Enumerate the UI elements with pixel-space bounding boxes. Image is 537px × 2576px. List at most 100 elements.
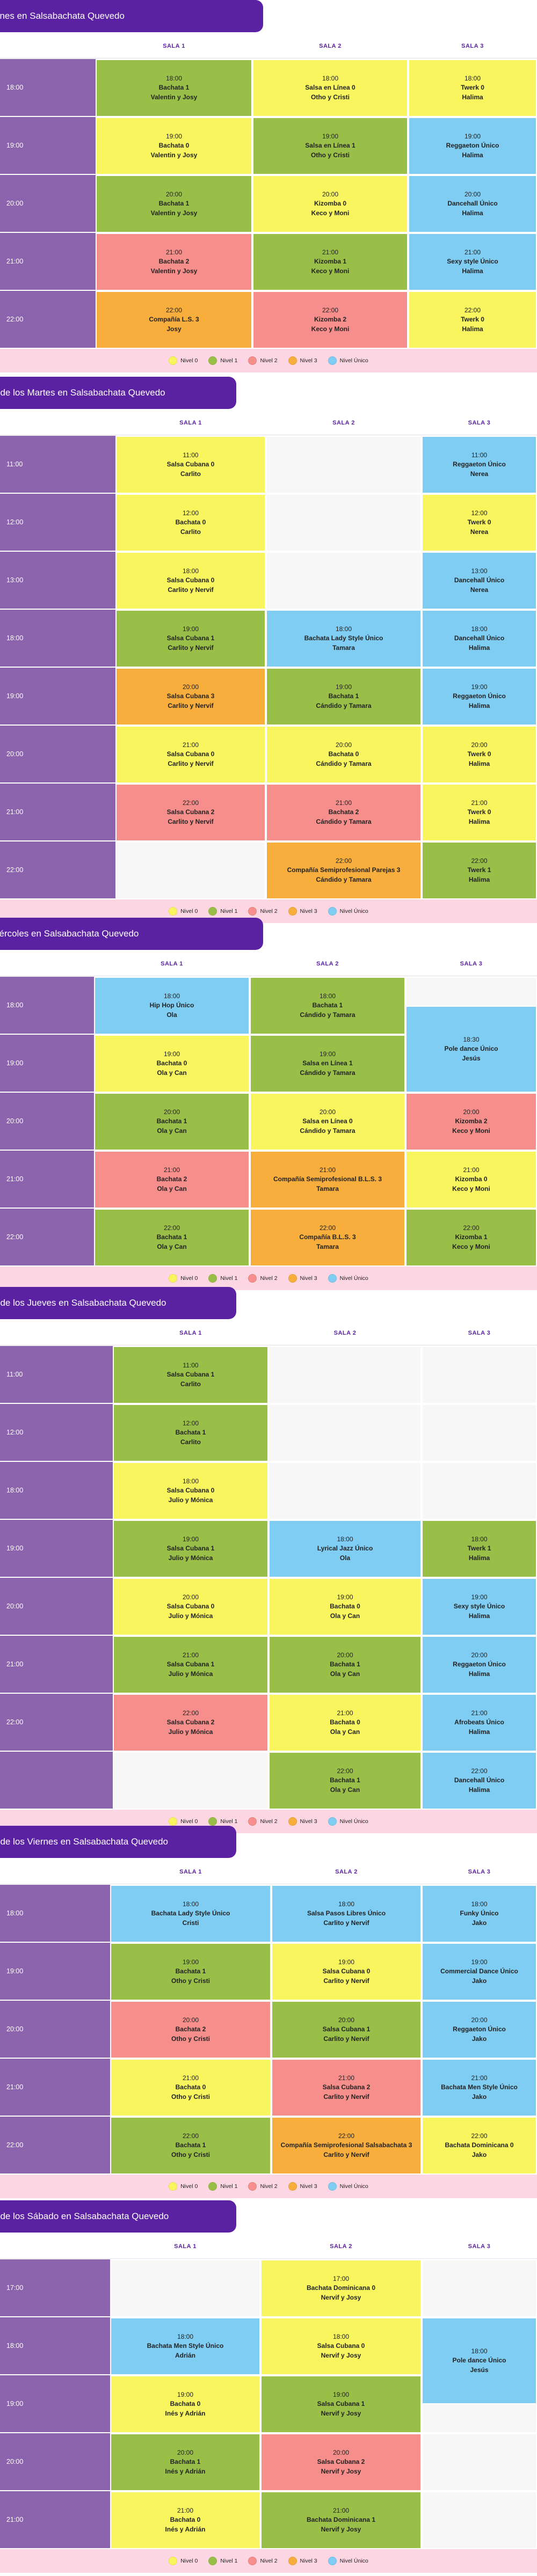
- class-cell[interactable]: 19:00 Salsa en Línea 1 Otho y Cristi: [252, 117, 408, 175]
- class-cell[interactable]: 21:00 Salsa Cubana 1 Julio y Mónica: [113, 1636, 268, 1694]
- class-cell[interactable]: 21:00 Bachata Dominicana 1 Nervif y Josy: [260, 2491, 422, 2549]
- class-time: 21:00: [337, 1709, 353, 1717]
- class-cell[interactable]: 21:00 Kizomba 1 Keco y Moni: [252, 233, 408, 291]
- class-cell[interactable]: 12:00 Bachata 0 Carlito: [115, 494, 266, 552]
- class-cell[interactable]: 21:00 Bachata 0 Otho y Cristi: [110, 2059, 271, 2117]
- class-cell[interactable]: 20:00 Dancehall Único Halima: [408, 175, 537, 233]
- class-cell[interactable]: 18:00 Bachata Lady Style Único Cristi: [110, 1885, 271, 1943]
- class-cell[interactable]: 18:00 Hip Hop Único Ola: [94, 977, 250, 1035]
- class-cell[interactable]: 22:00 Salsa Cubana 2 Julio y Mónica: [113, 1694, 268, 1752]
- class-cell[interactable]: 21:00 Salsa Cubana 0 Carlito y Nervif: [115, 726, 266, 784]
- class-cell[interactable]: 21:00 Salsa Cubana 2 Carlito y Nervif: [271, 2059, 422, 2117]
- class-cell[interactable]: 18:00 Twerk 1 Halima: [422, 1520, 537, 1578]
- class-cell[interactable]: 22:00 Bachata Dominicana 0 Jako: [422, 2117, 537, 2175]
- class-cell[interactable]: 22:00 Bachata 1 Otho y Cristi: [110, 2117, 271, 2175]
- class-cell[interactable]: 12:00 Bachata 1 Carlito: [113, 1404, 268, 1462]
- time-slot: 18:00: [0, 610, 115, 668]
- class-cell[interactable]: 19:00 Sexy style Único Halima: [422, 1578, 537, 1636]
- class-cell[interactable]: 18:00 Salsa Pasos Libres Único Carlito y N…: [271, 1885, 422, 1943]
- class-cell[interactable]: 22:00 Kizomba 1 Keco y Moni: [405, 1209, 537, 1267]
- class-cell[interactable]: 22:00 Kizomba 2 Keco y Moni: [252, 291, 408, 349]
- class-cell[interactable]: 20:00 Bachata 1 Ola y Can: [268, 1636, 422, 1694]
- class-cell[interactable]: 18:00 Salsa en Línea 0 Otho y Cristi: [252, 59, 408, 117]
- class-cell[interactable]: 20:00 Reggaeton Único Halima: [422, 1636, 537, 1694]
- class-cell[interactable]: 19:00 Salsa en Línea 1 Cándido y Tamara: [250, 1035, 405, 1093]
- class-cell[interactable]: 12:00 Twerk 0 Nerea: [422, 494, 537, 552]
- class-cell[interactable]: 18:00 Dancehall Único Halima: [422, 610, 537, 668]
- class-cell[interactable]: 22:00 Dancehall Único Halima: [422, 1752, 537, 1810]
- class-cell[interactable]: 19:00 Salsa Cubana 1 Carlito y Nervif: [115, 610, 266, 668]
- class-cell[interactable]: 18:00 Pole dance Único Jesús: [422, 2317, 537, 2404]
- class-cell[interactable]: 20:00 Salsa Cubana 2 Nervif y Josy: [260, 2433, 422, 2491]
- class-cell[interactable]: 22:00 Compañía Semiprofesional Salsabacha…: [271, 2117, 422, 2175]
- class-cell[interactable]: 20:00 Bachata 0 Cándido y Tamara: [266, 726, 422, 784]
- class-cell[interactable]: 19:00 Salsa Cubana 0 Carlito y Nervif: [271, 1943, 422, 2001]
- class-cell[interactable]: 19:00 Commercial Dance Único Jako: [422, 1943, 537, 2001]
- class-cell[interactable]: 18:00 Twerk 0 Halima: [408, 59, 537, 117]
- class-cell[interactable]: 11:00 Salsa Cubana 1 Carlito: [113, 1346, 268, 1404]
- class-cell[interactable]: 21:00 Compañía Semiprofesional B.L.S. 3 Ta…: [250, 1151, 405, 1209]
- class-time: 21:00: [464, 248, 481, 256]
- class-cell[interactable]: 19:00 Bachata 1 Otho y Cristi: [110, 1943, 271, 2001]
- class-cell[interactable]: 20:00 Bachata 1 Ola y Can: [94, 1093, 250, 1151]
- class-cell[interactable]: 21:00 Bachata 0 Ola y Can: [268, 1694, 422, 1752]
- class-cell[interactable]: 19:00 Bachata 0 Ola y Can: [94, 1035, 250, 1093]
- class-cell[interactable]: 19:00 Bachata 0 Valentin y Josy: [96, 117, 252, 175]
- class-time: 18:00: [332, 2332, 350, 2340]
- class-cell[interactable]: 18:00 Bachata 1 Valentin y Josy: [96, 59, 252, 117]
- class-cell[interactable]: 19:00 Reggaeton Único Halima: [422, 668, 537, 726]
- class-cell[interactable]: 20:00 Salsa Cubana 3 Carlito y Nervif: [115, 668, 266, 726]
- class-cell[interactable]: 18:00 Salsa Cubana 0 Julio y Mónica: [113, 1462, 268, 1520]
- class-cell[interactable]: 19:00 Bachata 0 Inés y Adrián: [110, 2375, 260, 2433]
- class-cell[interactable]: 20:00 Salsa en Línea 0 Cándido y Tamara: [250, 1093, 405, 1151]
- class-cell[interactable]: 22:00 Twerk 1 Halima: [422, 841, 537, 899]
- class-cell[interactable]: 11:00 Reggaeton Único Nerea: [422, 436, 537, 494]
- time-slot: 20:00: [0, 2001, 110, 2059]
- class-cell[interactable]: 18:00 Salsa Cubana 0 Nervif y Josy: [260, 2317, 422, 2375]
- class-cell[interactable]: 20:00 Twerk 0 Halima: [422, 726, 537, 784]
- legend-item: Nivel 3: [288, 1274, 317, 1283]
- class-cell[interactable]: 19:00 Salsa Cubana 1 Nervif y Josy: [260, 2375, 422, 2433]
- class-cell[interactable]: 21:00 Kizomba 0 Keco y Moni: [405, 1151, 537, 1209]
- class-cell[interactable]: 18:00 Bachata Lady Style Único Tamara: [266, 610, 422, 668]
- class-cell[interactable]: 19:00 Bachata 0 Ola y Can: [268, 1578, 422, 1636]
- class-cell[interactable]: 19:00 Salsa Cubana 1 Julio y Mónica: [113, 1520, 268, 1578]
- class-cell[interactable]: 20:00 Reggaeton Único Jako: [422, 2001, 537, 2059]
- class-cell[interactable]: 22:00 Bachata 1 Ola y Can: [94, 1209, 250, 1267]
- class-cell[interactable]: 20:00 Kizomba 2 Keco y Moni: [405, 1093, 537, 1151]
- class-cell[interactable]: 17:00 Bachata Dominicana 0 Nervif y Josy: [260, 2259, 422, 2317]
- class-cell[interactable]: 20:00 Bachata 2 Otho y Cristi: [110, 2001, 271, 2059]
- class-cell[interactable]: 21:00 Afrobeats Único Halima: [422, 1694, 537, 1752]
- class-cell[interactable]: 18:00 Bachata 1 Cándido y Tamara: [250, 977, 405, 1035]
- class-cell[interactable]: 22:00 Salsa Cubana 2 Carlito y Nervif: [115, 784, 266, 841]
- class-cell[interactable]: 20:00 Salsa Cubana 0 Julio y Mónica: [113, 1578, 268, 1636]
- empty-slot: [422, 2491, 537, 2549]
- class-cell[interactable]: 20:00 Salsa Cubana 1 Carlito y Nervif: [271, 2001, 422, 2059]
- class-cell[interactable]: 22:00 Twerk 0 Halima: [408, 291, 537, 349]
- class-cell[interactable]: 21:00 Bachata 2 Cándido y Tamara: [266, 784, 422, 841]
- class-cell[interactable]: 19:00 Bachata 1 Cándido y Tamara: [266, 668, 422, 726]
- class-cell[interactable]: 21:00 Bachata Men Style Único Jako: [422, 2059, 537, 2117]
- class-cell[interactable]: 20:00 Kizomba 0 Keco y Moni: [252, 175, 408, 233]
- class-cell[interactable]: 11:00 Salsa Cubana 0 Carlito: [115, 436, 266, 494]
- class-cell[interactable]: 20:00 Bachata 1 Inés y Adrián: [110, 2433, 260, 2491]
- class-cell[interactable]: 22:00 Bachata 1 Ola y Can: [268, 1752, 422, 1810]
- class-cell[interactable]: 21:00 Twerk 0 Halima: [422, 784, 537, 841]
- class-cell[interactable]: 22:00 Compañía B.L.S. 3 Tamara: [250, 1209, 405, 1267]
- class-cell[interactable]: 21:00 Bachata 2 Valentin y Josy: [96, 233, 252, 291]
- class-cell[interactable]: 18:00 Bachata Men Style Único Adrián: [110, 2317, 260, 2375]
- class-cell[interactable]: 19:00 Reggaeton Único Halima: [408, 117, 537, 175]
- class-teachers: Valentin y Josy: [150, 151, 198, 159]
- class-cell[interactable]: 18:00 Lyrical Jazz Único Ola: [268, 1520, 422, 1578]
- class-cell[interactable]: 21:00 Bachata 0 Inés y Adrián: [110, 2491, 260, 2549]
- class-cell[interactable]: 18:00 Funky Único Jako: [422, 1885, 537, 1943]
- class-cell[interactable]: 21:00 Bachata 2 Ola y Can: [94, 1151, 250, 1209]
- class-cell[interactable]: 22:00 Compañía L.S. 3 Josy: [96, 291, 252, 349]
- class-cell[interactable]: 13:00 Dancehall Único Nerea: [422, 552, 537, 610]
- class-time: 13:00: [471, 567, 488, 575]
- class-cell[interactable]: 18:30 Pole dance Único Jesús: [405, 1006, 537, 1093]
- class-cell[interactable]: 20:00 Bachata 1 Valentin y Josy: [96, 175, 252, 233]
- class-cell[interactable]: 18:00 Salsa Cubana 0 Carlito y Nervif: [115, 552, 266, 610]
- class-cell[interactable]: 21:00 Sexy style Único Halima: [408, 233, 537, 291]
